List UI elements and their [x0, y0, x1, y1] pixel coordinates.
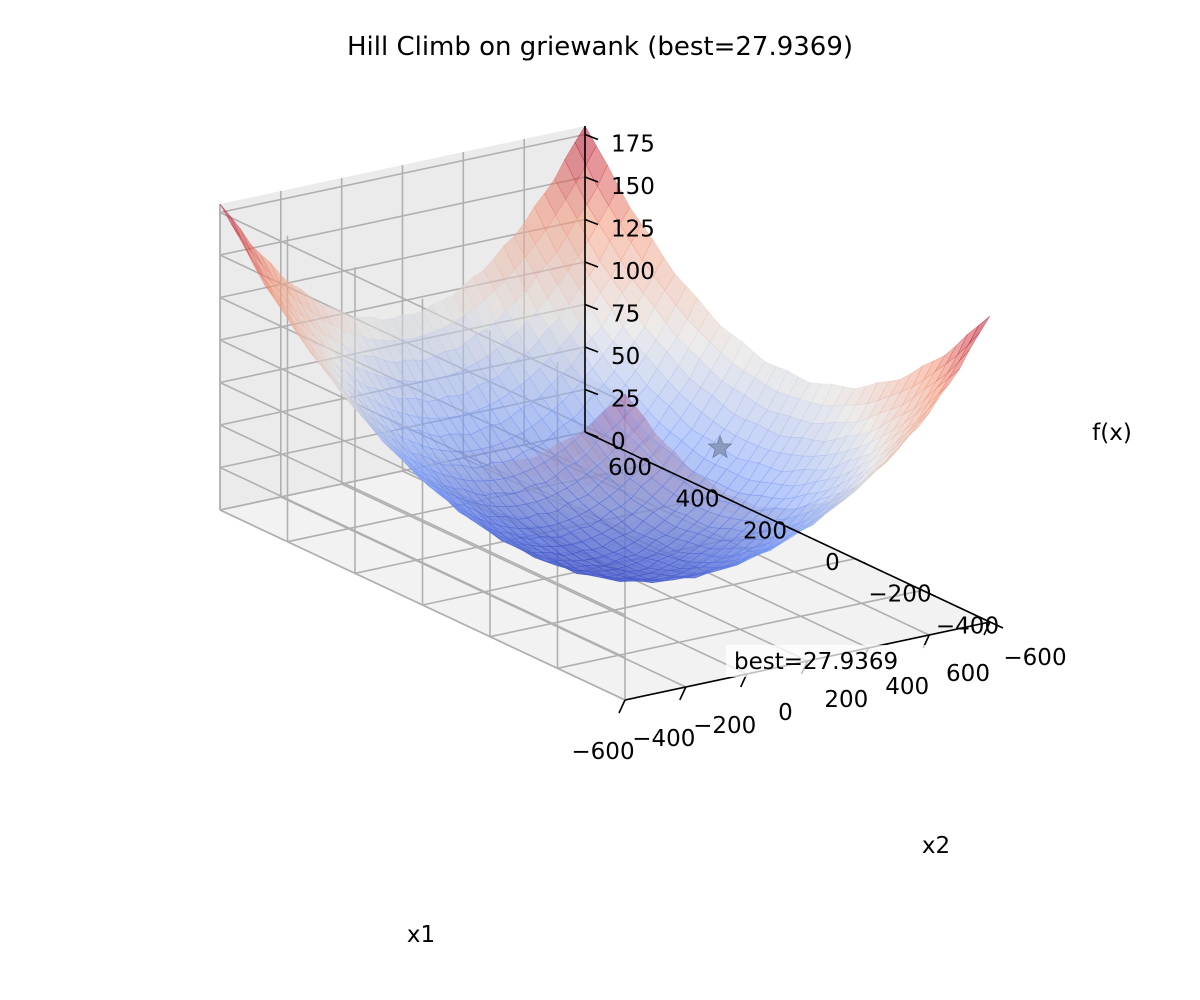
best-annotation-box: [726, 645, 938, 677]
y-tick: [652, 462, 666, 471]
z-tick: [584, 176, 599, 183]
grid-line-y-floor: [489, 557, 856, 638]
best-star-marker: [707, 434, 733, 459]
z-tick: [584, 133, 599, 141]
best-annotation: best=27.9369: [734, 649, 898, 675]
z-tick-label: 125: [611, 217, 655, 243]
x-tick-label: −600: [571, 739, 634, 765]
y-tick: [854, 557, 869, 566]
z-tick: [584, 218, 599, 226]
x-tick-label: 0: [778, 700, 793, 726]
best-point: best=27.9369: [707, 434, 938, 677]
y-tick: [719, 494, 734, 503]
z-tick: [584, 431, 599, 438]
y-tick: [989, 621, 1004, 629]
z-tick-label: 0: [611, 429, 626, 455]
tick-labels: −600−400−200 0 200 400 600−600−400−200020040…: [571, 132, 1066, 766]
z-tick: [584, 261, 599, 268]
grid-line-z-back: [219, 176, 586, 256]
grid-line-y-floor: [557, 589, 923, 670]
grid-line-z-back: [219, 133, 586, 214]
y-tick-label: −200: [868, 582, 931, 608]
griewank-surface: [219, 125, 991, 584]
x-tick-label: −200: [693, 713, 756, 739]
y-tick-label: −400: [936, 613, 999, 639]
x-tick-label: 400: [885, 674, 929, 700]
y-tick-label: 600: [608, 455, 652, 481]
grid-line-z-left: [219, 424, 626, 616]
z-tick-label: 175: [611, 132, 655, 158]
z-tick-label: 50: [611, 344, 640, 370]
y-axis-label: x2: [922, 833, 950, 859]
x-tick-label: 200: [824, 687, 868, 713]
grid-line-z-left: [219, 509, 626, 701]
y-tick-label: 0: [825, 550, 840, 576]
z-tick-label: 75: [611, 302, 640, 328]
z-tick: [584, 303, 599, 311]
z-tick-label: 100: [611, 259, 655, 285]
z-tick-label: 25: [611, 387, 640, 413]
z-tick-label: 150: [611, 174, 655, 200]
x-tick-label: −400: [632, 726, 695, 752]
y-tick-label: 200: [743, 518, 787, 544]
z-tick: [584, 346, 599, 353]
x-tick: [679, 686, 687, 701]
grid-line-z-left: [219, 466, 626, 659]
surface-facet: [968, 315, 991, 345]
x-tick: [983, 621, 991, 636]
x-tick-label: 600: [946, 661, 990, 687]
y-tick: [922, 589, 936, 598]
x-axis-label: x1: [407, 922, 435, 948]
z-tick: [584, 388, 599, 396]
y-tick: [787, 526, 801, 534]
x-tick: [618, 699, 626, 714]
y-tick-label: −600: [1003, 645, 1066, 671]
chart-title: Hill Climb on griewank (best=27.9369): [347, 32, 853, 62]
y-tick-label: 400: [676, 487, 720, 513]
z-axis-label: f(x): [1092, 420, 1132, 446]
